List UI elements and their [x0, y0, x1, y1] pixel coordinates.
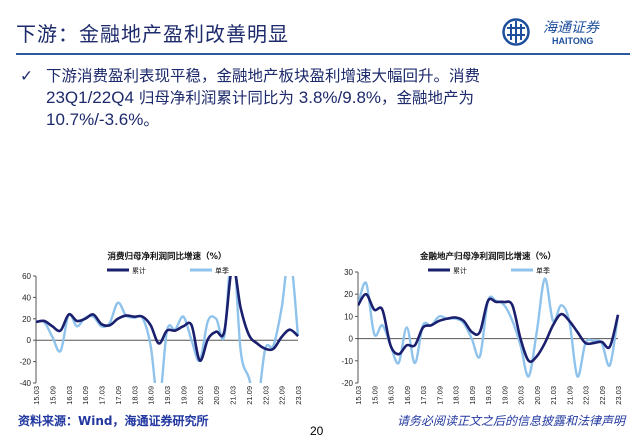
x-tick-label: 19.03	[163, 386, 172, 405]
logo-text-cn: 海通证券	[543, 20, 599, 36]
page-title: 下游：金融地产盈利改善明显	[16, 22, 289, 46]
x-tick-label: 22.09	[598, 386, 607, 405]
x-tick-label: 22.03	[582, 386, 591, 405]
source-note: 资料来源：Wind，海通证券研究所	[18, 414, 209, 428]
legend-label: 单季	[536, 266, 550, 275]
y-tick-label: 30	[344, 268, 353, 277]
consumer-profit-chart: 消费归母净利润同比增速（%） 累计 单季 -40 -20 0 20 40 60 15.03 15.0…	[19, 251, 303, 405]
y-tick-label: -10	[341, 357, 353, 366]
text: ，金融地产为	[381, 89, 475, 107]
chart-title: 金融地产归母净利润同比增速（%）	[419, 251, 556, 262]
x-tick-label: 18.09	[468, 386, 477, 405]
x-tick-label: 21.09	[565, 386, 574, 405]
x-tick-label: 16.03	[387, 386, 396, 405]
y-tick-label: 20	[22, 315, 31, 324]
x-tick-label: 23.03	[294, 386, 303, 405]
haitong-logo-icon	[502, 18, 530, 46]
y-tick-label: -20	[19, 358, 31, 367]
text-num: 23Q1/22Q4	[46, 88, 134, 107]
disclaimer: 请务必阅读正文之后的信息披露和法律声明	[397, 414, 626, 428]
y-tick-label: 20	[344, 290, 353, 299]
x-tick-label: 17.09	[114, 386, 123, 405]
series-line-cumulative	[358, 292, 620, 364]
x-tick-label: 20.09	[212, 386, 221, 405]
x-tick-label: 22.09	[278, 386, 287, 405]
header-divider	[16, 53, 630, 55]
x-tick-label: 21.03	[549, 386, 558, 405]
legend-label: 累计	[453, 266, 467, 275]
legend-label: 单季	[215, 266, 229, 275]
x-tick-label: 19.09	[179, 386, 188, 405]
series-line-quarterly	[36, 276, 300, 383]
text-num: 3.8%/9.8%	[298, 88, 382, 107]
x-tick-label: 15.09	[370, 386, 379, 405]
legend-label: 累计	[132, 266, 146, 275]
x-tick-label: 17.03	[419, 386, 428, 405]
finance-realestate-profit-chart: 金融地产归母净利润同比增速（%） 累计 单季 -20 -10 0 10 20 30 15.03 15…	[341, 251, 623, 405]
y-tick-label: -20	[341, 379, 353, 388]
x-tick-label: 18.09	[147, 386, 156, 405]
x-tick-label: 15.09	[48, 386, 57, 405]
text: 归母净利润累计同比为	[138, 89, 294, 107]
x-tick-label: 17.03	[98, 386, 107, 405]
text: 。	[143, 111, 159, 129]
series-line-quarterly	[358, 277, 620, 378]
y-tick-label: 0	[27, 336, 32, 345]
y-tick-label: 0	[349, 335, 354, 344]
x-tick-label: 20.03	[517, 386, 526, 405]
x-tick-label: 20.09	[533, 386, 542, 405]
y-tick-label: 60	[22, 272, 31, 281]
text-num: 10.7%/-3.6%	[46, 110, 144, 129]
x-tick-label: 18.03	[130, 386, 139, 405]
x-tick-label: 15.03	[354, 386, 363, 405]
y-tick-label: -40	[19, 379, 31, 388]
x-tick-label: 21.03	[229, 386, 238, 405]
x-tick-label: 22.03	[261, 386, 270, 405]
x-tick-label: 15.03	[32, 386, 41, 405]
x-tick-label: 19.09	[500, 386, 509, 405]
bullet-line-1: 下游消费盈利表现平稳，金融地产板块盈利增速大幅回升。消费	[46, 67, 481, 85]
logo-text-en: HAITONG	[552, 36, 594, 46]
x-tick-label: 20.03	[196, 386, 205, 405]
page-number: 20	[310, 424, 324, 438]
x-tick-label: 16.09	[81, 386, 90, 405]
x-tick-label: 18.03	[452, 386, 461, 405]
y-tick-label: 10	[344, 312, 353, 321]
chart-title: 消费归母净利润同比增速（%）	[107, 251, 226, 262]
x-tick-label: 21.09	[245, 386, 254, 405]
x-tick-label: 16.09	[403, 386, 412, 405]
summary-bullet: ✓ 下游消费盈利表现平稳，金融地产板块盈利增速大幅回升。消费 23Q1/22Q4…	[20, 66, 620, 131]
x-tick-label: 23.03	[614, 386, 623, 405]
bullet-line-3: 10.7%/-3.6%。	[46, 109, 620, 131]
y-tick-label: 40	[22, 293, 31, 302]
series-line-cumulative	[36, 276, 299, 362]
x-tick-label: 16.03	[65, 386, 74, 405]
checkmark-icon: ✓	[20, 67, 33, 85]
x-tick-label: 19.03	[484, 386, 493, 405]
bullet-line-2: 23Q1/22Q4 归母净利润累计同比为 3.8%/9.8%，金融地产为	[46, 87, 620, 109]
x-tick-label: 17.09	[435, 386, 444, 405]
